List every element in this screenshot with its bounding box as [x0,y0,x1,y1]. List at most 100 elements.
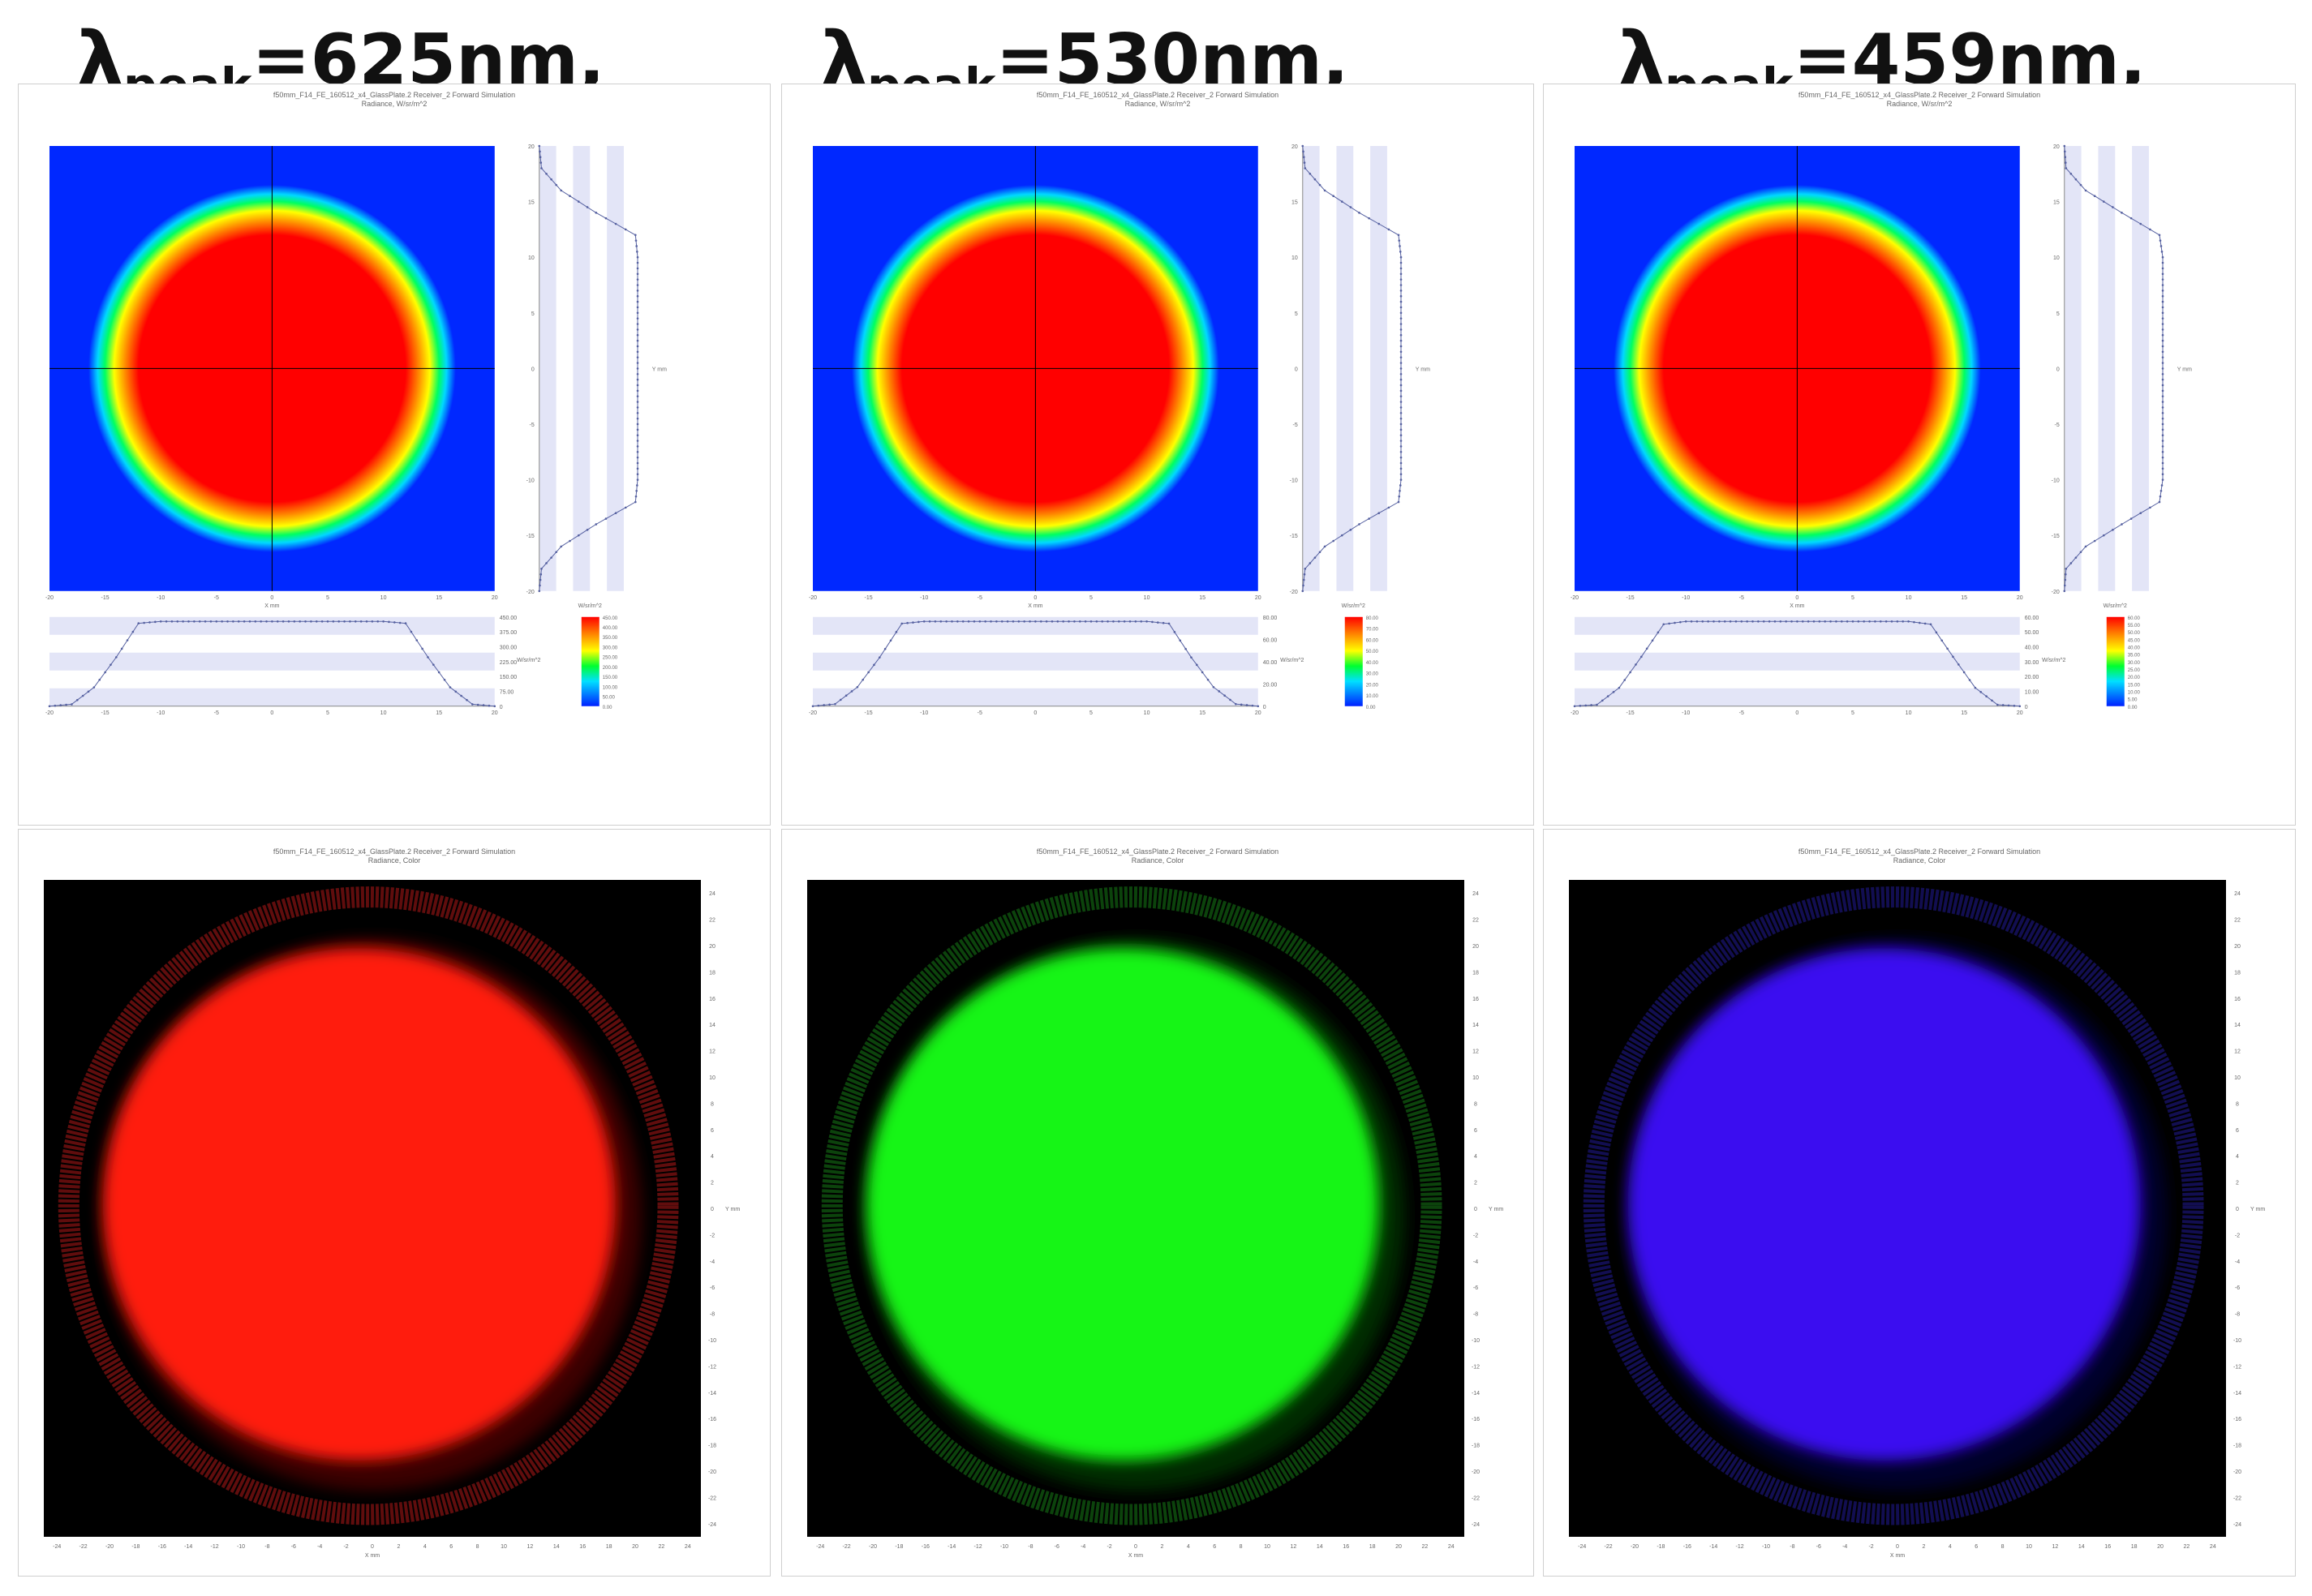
y-tick-label: 6 [2236,1128,2239,1134]
x-tick-label: -4 [1842,1544,1847,1550]
y-tick-label: -14 [1472,1391,1480,1396]
y-tick-label: 22 [1472,918,1479,924]
y-tick-label: -20 [708,1469,716,1475]
x-tick-label: 6 [1213,1544,1216,1550]
profile-band [49,616,495,635]
x-tick-label: 0 [270,710,273,716]
x-tick-label: -12 [211,1544,219,1550]
color-map-chart: f50mm_F14_FE_160512_x4_GlassPlate.2 Rece… [1569,847,2265,1559]
chart-subheader: Radiance, W/sr/m^2 [1125,100,1191,108]
colorbar-tick-label: 100.00 [603,685,618,690]
x-tick-label: 2 [1160,1544,1163,1550]
x-tick-label: -16 [158,1544,166,1550]
profile-tick-label: 60.00 [2025,616,2039,621]
x-tick-label: -20 [809,710,817,716]
x-tick-label: -12 [1736,1544,1744,1550]
profile-band [813,616,1258,635]
x-tick-label: 15 [1199,595,1205,601]
chart-subheader: Radiance, Color [1132,856,1184,865]
x-tick-label: -2 [343,1544,348,1550]
colorbar-tick-label: 150.00 [603,676,618,680]
x-tick-label: -22 [843,1544,851,1550]
x-tick-label: -10 [157,595,165,601]
radiance-map-panel-459: f50mm_F14_FE_160512_x4_GlassPlate.2 Rece… [1543,84,2296,826]
x-tick-label: 8 [1240,1544,1243,1550]
bottom-profile-line [812,620,1258,707]
x-tick-label: -6 [1816,1544,1821,1550]
x-tick-label: -4 [1081,1544,1085,1550]
x-tick-label: 22 [1422,1544,1429,1550]
x-tick-label: 16 [579,1544,586,1550]
y-tick-label: -22 [708,1495,716,1501]
profile-tick-label: 20.00 [2025,675,2039,680]
y-tick-label: 20 [2234,944,2241,950]
x-tick-label: -10 [920,710,928,716]
x-tick-label: 0 [1896,1544,1899,1550]
y-tick-label: 5 [531,311,535,317]
profile-band [1336,146,1354,591]
chart-header: f50mm_F14_FE_160512_x4_GlassPlate.2 Rece… [273,847,515,856]
y-tick-label: -20 [1472,1469,1480,1475]
color-map-panel-459: f50mm_F14_FE_160512_x4_GlassPlate.2 Rece… [1543,829,2296,1577]
x-tick-label: 5 [326,595,329,601]
y-tick-label: 6 [711,1128,714,1134]
colorbar-tick-label: 350.00 [603,636,618,641]
x-tick-label: -10 [920,595,928,601]
colorbar-tick-label: 30.00 [1366,672,1379,677]
x-tick-label: -5 [214,710,219,716]
y-tick-label: 24 [2234,891,2241,897]
y-tick-label: -10 [1290,478,1298,484]
y-tick-label: 8 [1474,1101,1477,1107]
x-tick-label: -14 [948,1544,956,1550]
bottom-profile-ylabel: W/sr/m^2 [1280,658,1304,663]
profile-band [1302,146,1320,591]
x-tick-label: -6 [291,1544,296,1550]
colorbar-tick-label: 0.00 [2128,706,2138,710]
y-tick-label: -14 [708,1391,716,1396]
y-tick-label: 12 [2234,1049,2241,1055]
profile-tick-label: 40.00 [1263,660,1278,666]
radiance-map-chart: f50mm_F14_FE_160512_x4_GlassPlate.2 Rece… [1571,91,2192,716]
x-tick-label: -18 [895,1544,903,1550]
x-tick-label: 20 [2157,1544,2164,1550]
y-tick-label: 10 [528,255,535,261]
x-tick-label: -20 [1571,595,1579,601]
profile-tick-label: 75.00 [500,689,514,695]
y-tick-label: 2 [1474,1181,1477,1186]
profile-tick-label: 150.00 [500,675,518,680]
x-tick-label: -5 [1739,710,1744,716]
bottom-profile-ylabel: W/sr/m^2 [517,658,540,663]
x-tick-label: -20 [1571,710,1579,716]
x-tick-label: -8 [1028,1544,1033,1550]
colorbar [1344,616,1363,706]
x-tick-label: 2 [1922,1544,1925,1550]
x-tick-label: 15 [1199,710,1205,716]
y-tick-label: -2 [1473,1233,1478,1238]
y-tick-label: 10 [2053,255,2060,261]
y-tick-label: 16 [709,997,716,1002]
y-tick-label: 24 [1472,891,1479,897]
right-profile-line [2064,145,2164,591]
x-tick-label: 18 [606,1544,612,1550]
y-tick-label: 20 [528,144,535,150]
x-tick-label: 16 [2104,1544,2111,1550]
x-axis-label: X mm [1128,1553,1143,1559]
chart-subheader: Radiance, Color [1893,856,1946,865]
y-tick-label: 14 [2234,1023,2241,1028]
x-tick-label: -15 [1627,710,1635,716]
y-tick-label: -16 [708,1417,716,1422]
x-axis-label: X mm [1790,603,1804,609]
x-tick-label: 18 [2131,1544,2138,1550]
profile-tick-label: 80.00 [1263,616,1278,621]
bottom-profile-line [49,620,495,707]
right-profile-xlabel: W/sr/m^2 [1342,603,1365,609]
y-tick-label: -16 [1472,1417,1480,1422]
profile-tick-label: 0 [1263,705,1266,710]
right-profile-line [539,145,638,591]
stray-light-ring [1583,886,2204,1525]
colorbar-tick-label: 60.00 [2128,616,2141,621]
x-tick-label: 4 [1187,1544,1190,1550]
bottom-profile-line [1574,620,2020,707]
y-tick-label: 8 [711,1101,714,1107]
y-tick-label: -4 [2235,1259,2240,1265]
